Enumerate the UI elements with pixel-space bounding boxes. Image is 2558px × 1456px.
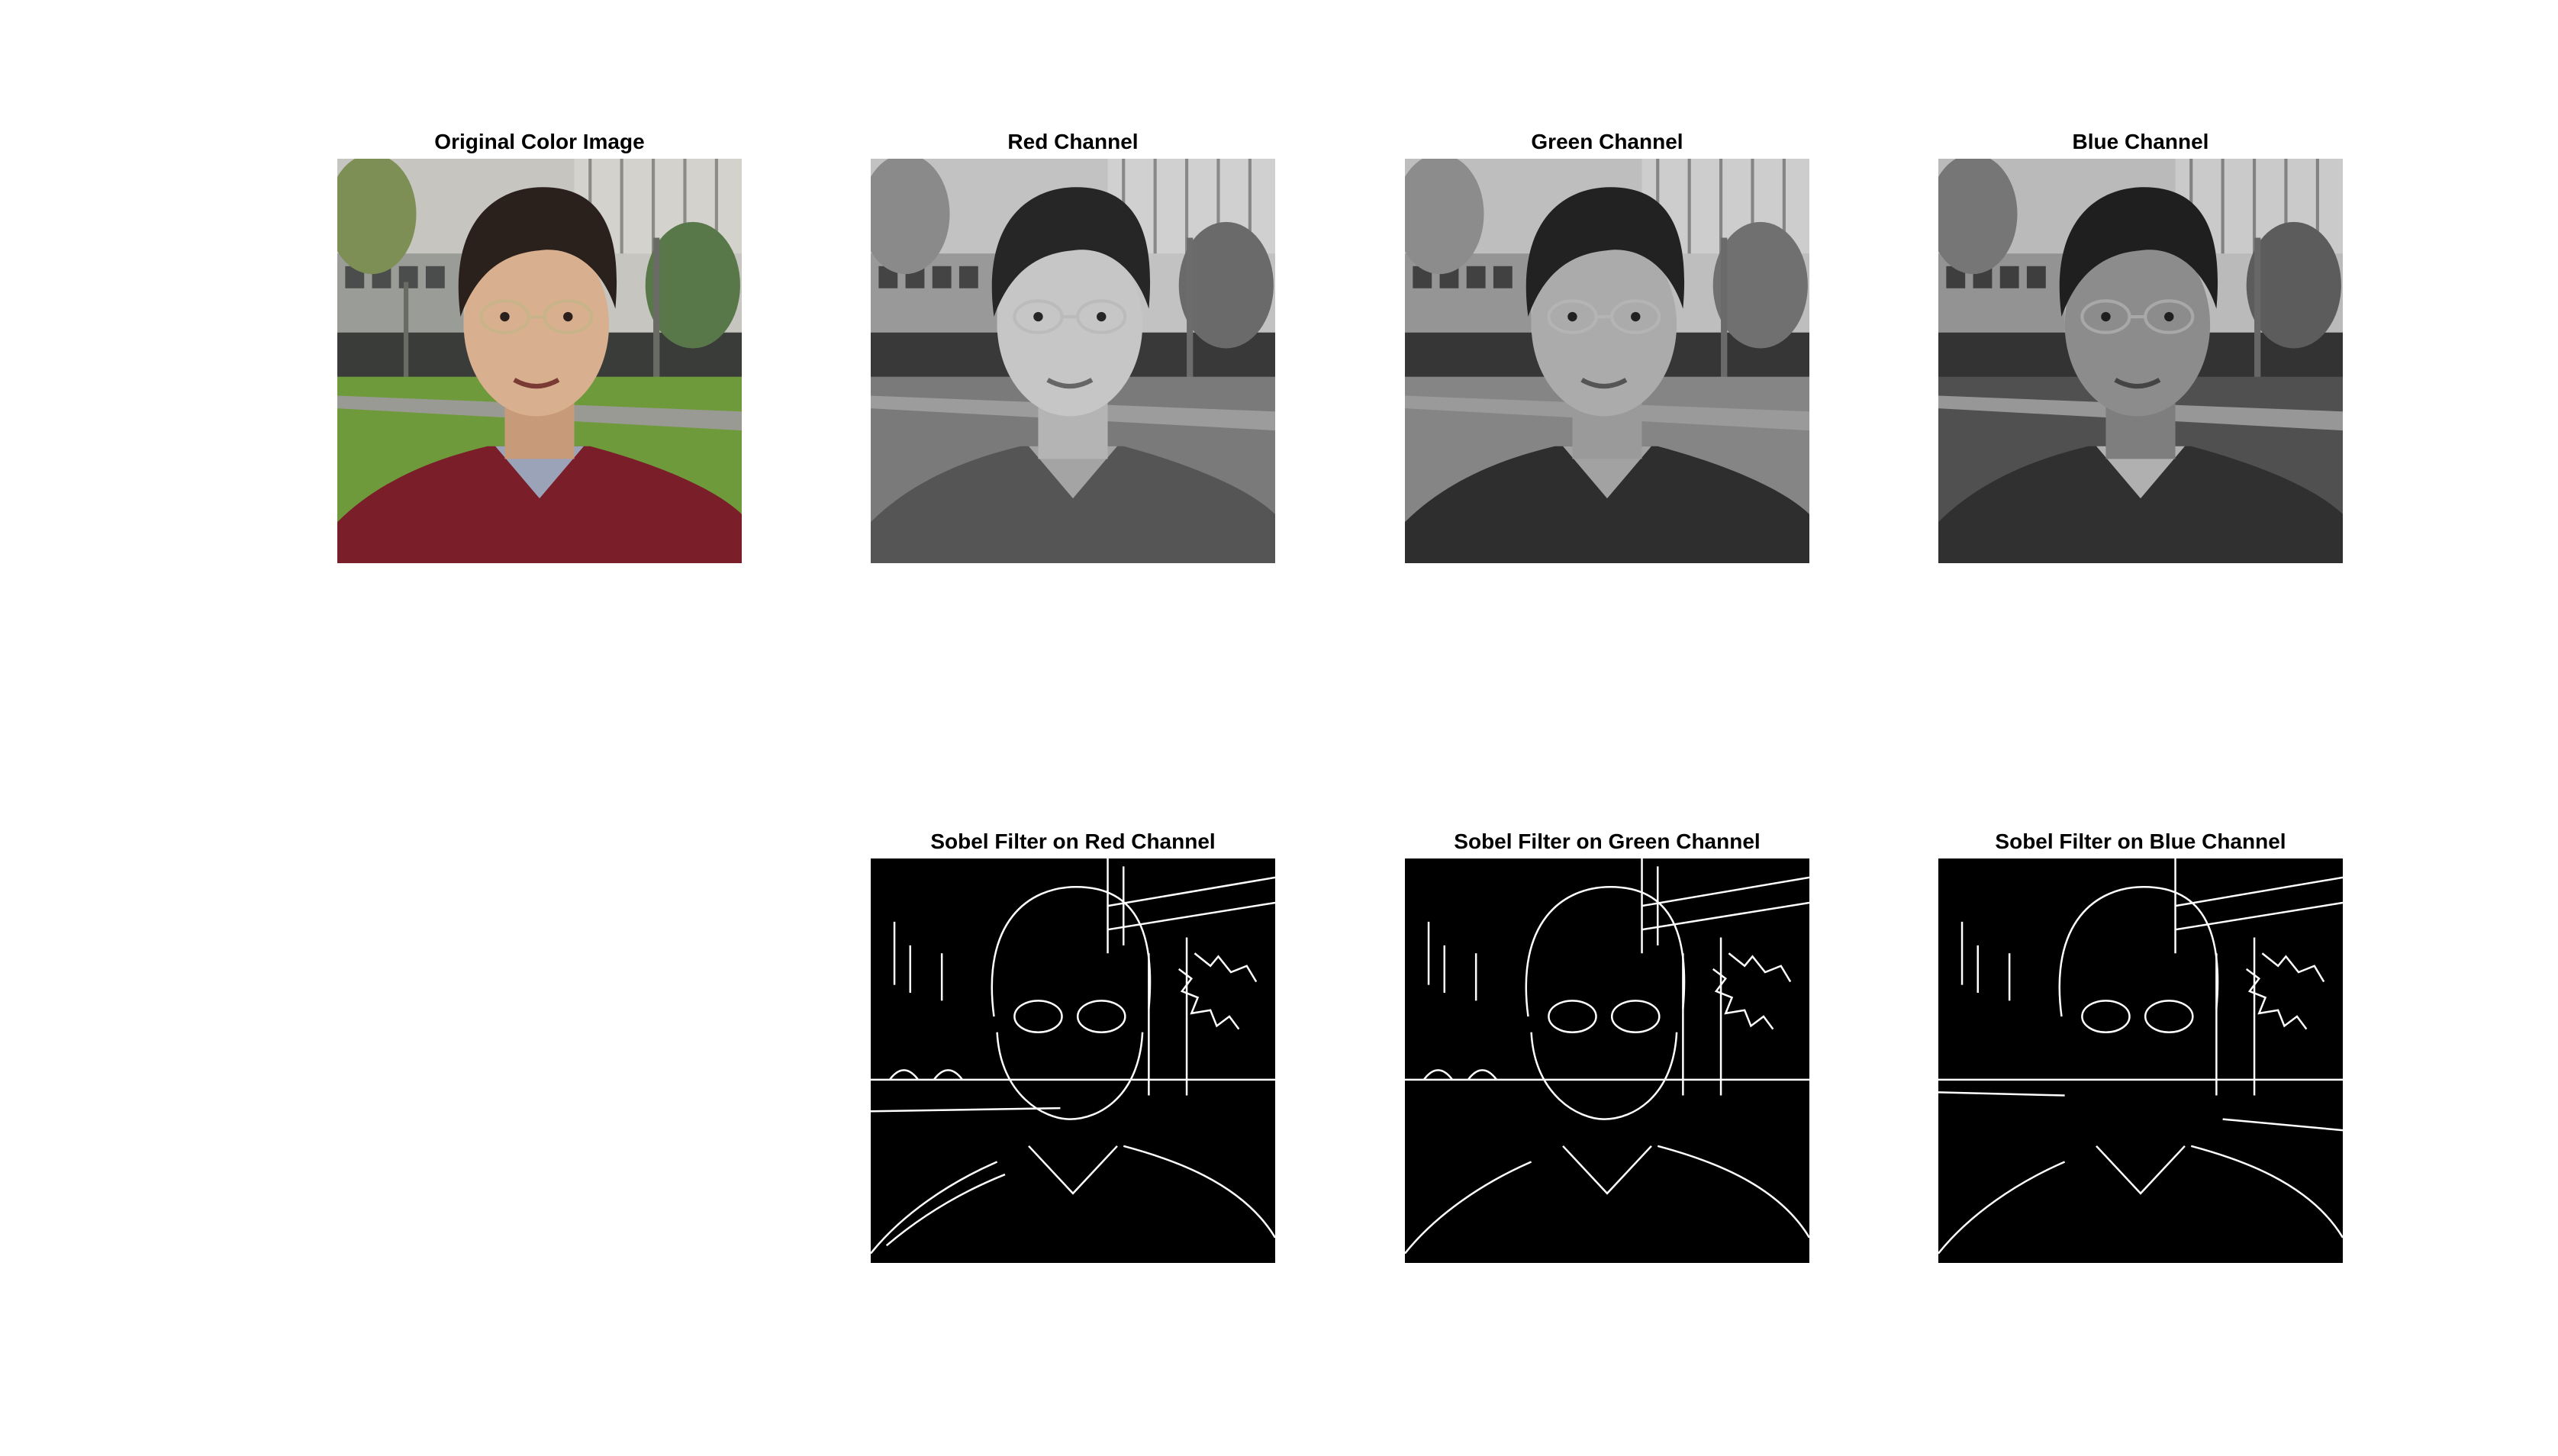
- blue-channel-panel: Blue Channel: [1938, 130, 2343, 565]
- panel-title: Green Channel: [1531, 130, 1683, 153]
- panel-title: Original Color Image: [434, 130, 645, 153]
- green-channel-panel: Green Channel: [1405, 130, 1809, 565]
- panel-title: Sobel Filter on Blue Channel: [1995, 829, 2286, 853]
- sobel-red-panel: Sobel Filter on Red Channel: [871, 829, 1275, 1264]
- sobel-blue-panel: Sobel Filter on Blue Channel: [1938, 829, 2343, 1264]
- blue-channel-image: [1938, 159, 2343, 563]
- panel-title: Red Channel: [1007, 130, 1139, 153]
- sobel-blue-image: [1938, 858, 2343, 1263]
- sobel-green-image: [1405, 858, 1809, 1263]
- original-color-image: [337, 159, 742, 563]
- panel-title: Blue Channel: [2072, 130, 2209, 153]
- sobel-red-image: [871, 858, 1275, 1263]
- green-channel-image: [1405, 159, 1809, 563]
- sobel-green-panel: Sobel Filter on Green Channel: [1405, 829, 1809, 1264]
- panel-title: Sobel Filter on Red Channel: [930, 829, 1216, 853]
- red-channel-panel: Red Channel: [871, 130, 1275, 565]
- panel-title: Sobel Filter on Green Channel: [1454, 829, 1761, 853]
- red-channel-image: [871, 159, 1275, 563]
- original-image-panel: Original Color Image: [337, 130, 742, 565]
